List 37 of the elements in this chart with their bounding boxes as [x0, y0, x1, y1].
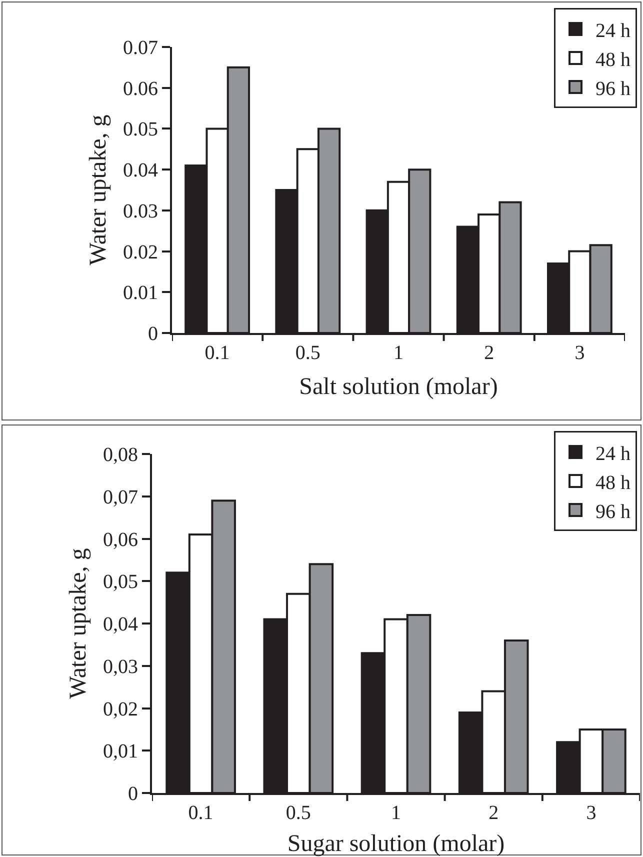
y-tick-label: 0.02 — [123, 241, 158, 264]
x-axis-title: Salt solution (molar) — [299, 374, 498, 400]
legend-label: 48 h — [596, 48, 630, 71]
y-tick-label: 0.05 — [123, 118, 158, 141]
y-tick-label: 0,02 — [103, 698, 138, 720]
x-tick-label: 1 — [391, 802, 401, 824]
legend-label: 96 h — [596, 78, 630, 100]
y-tick-label: 0.03 — [123, 200, 158, 222]
y-tick-label: 0.01 — [123, 282, 158, 304]
y-tick-label: 0,06 — [103, 528, 138, 551]
y-tick-label: 0.06 — [123, 78, 158, 100]
x-tick-label: 2 — [484, 342, 494, 364]
y-tick-label: 0,08 — [103, 444, 138, 466]
y-tick-label: 0,03 — [103, 656, 138, 678]
y-axis-title: Water uptake, g — [86, 114, 112, 266]
x-axis-title: Sugar solution (molar) — [287, 831, 505, 857]
y-axis-title: Water uptake, g — [66, 548, 92, 699]
x-tick-label: 0.5 — [295, 342, 320, 364]
y-tick-label: 0,01 — [103, 740, 138, 763]
x-tick-label: 3 — [574, 342, 585, 364]
x-tick-label: 1 — [394, 342, 404, 364]
y-tick-label: 0.04 — [123, 160, 158, 182]
legend-label: 24 h — [596, 20, 630, 42]
x-tick-label: 0.5 — [286, 802, 311, 824]
x-tick-label: 2 — [488, 802, 499, 824]
x-tick-label: 3 — [586, 802, 596, 824]
y-tick-label: 0,05 — [103, 571, 138, 594]
x-tick-label: 0.1 — [204, 342, 230, 364]
y-tick-label: 0.07 — [123, 37, 158, 59]
y-tick-label: 0 — [128, 783, 138, 805]
x-tick-label: 0.1 — [188, 802, 214, 824]
y-tick-label: 0,07 — [103, 486, 138, 508]
y-tick-label: 0 — [148, 323, 158, 345]
legend-label: 96 h — [596, 500, 630, 523]
y-tick-label: 0,04 — [103, 614, 138, 636]
legend-label: 48 h — [596, 472, 630, 494]
legend-label: 24 h — [596, 442, 630, 465]
